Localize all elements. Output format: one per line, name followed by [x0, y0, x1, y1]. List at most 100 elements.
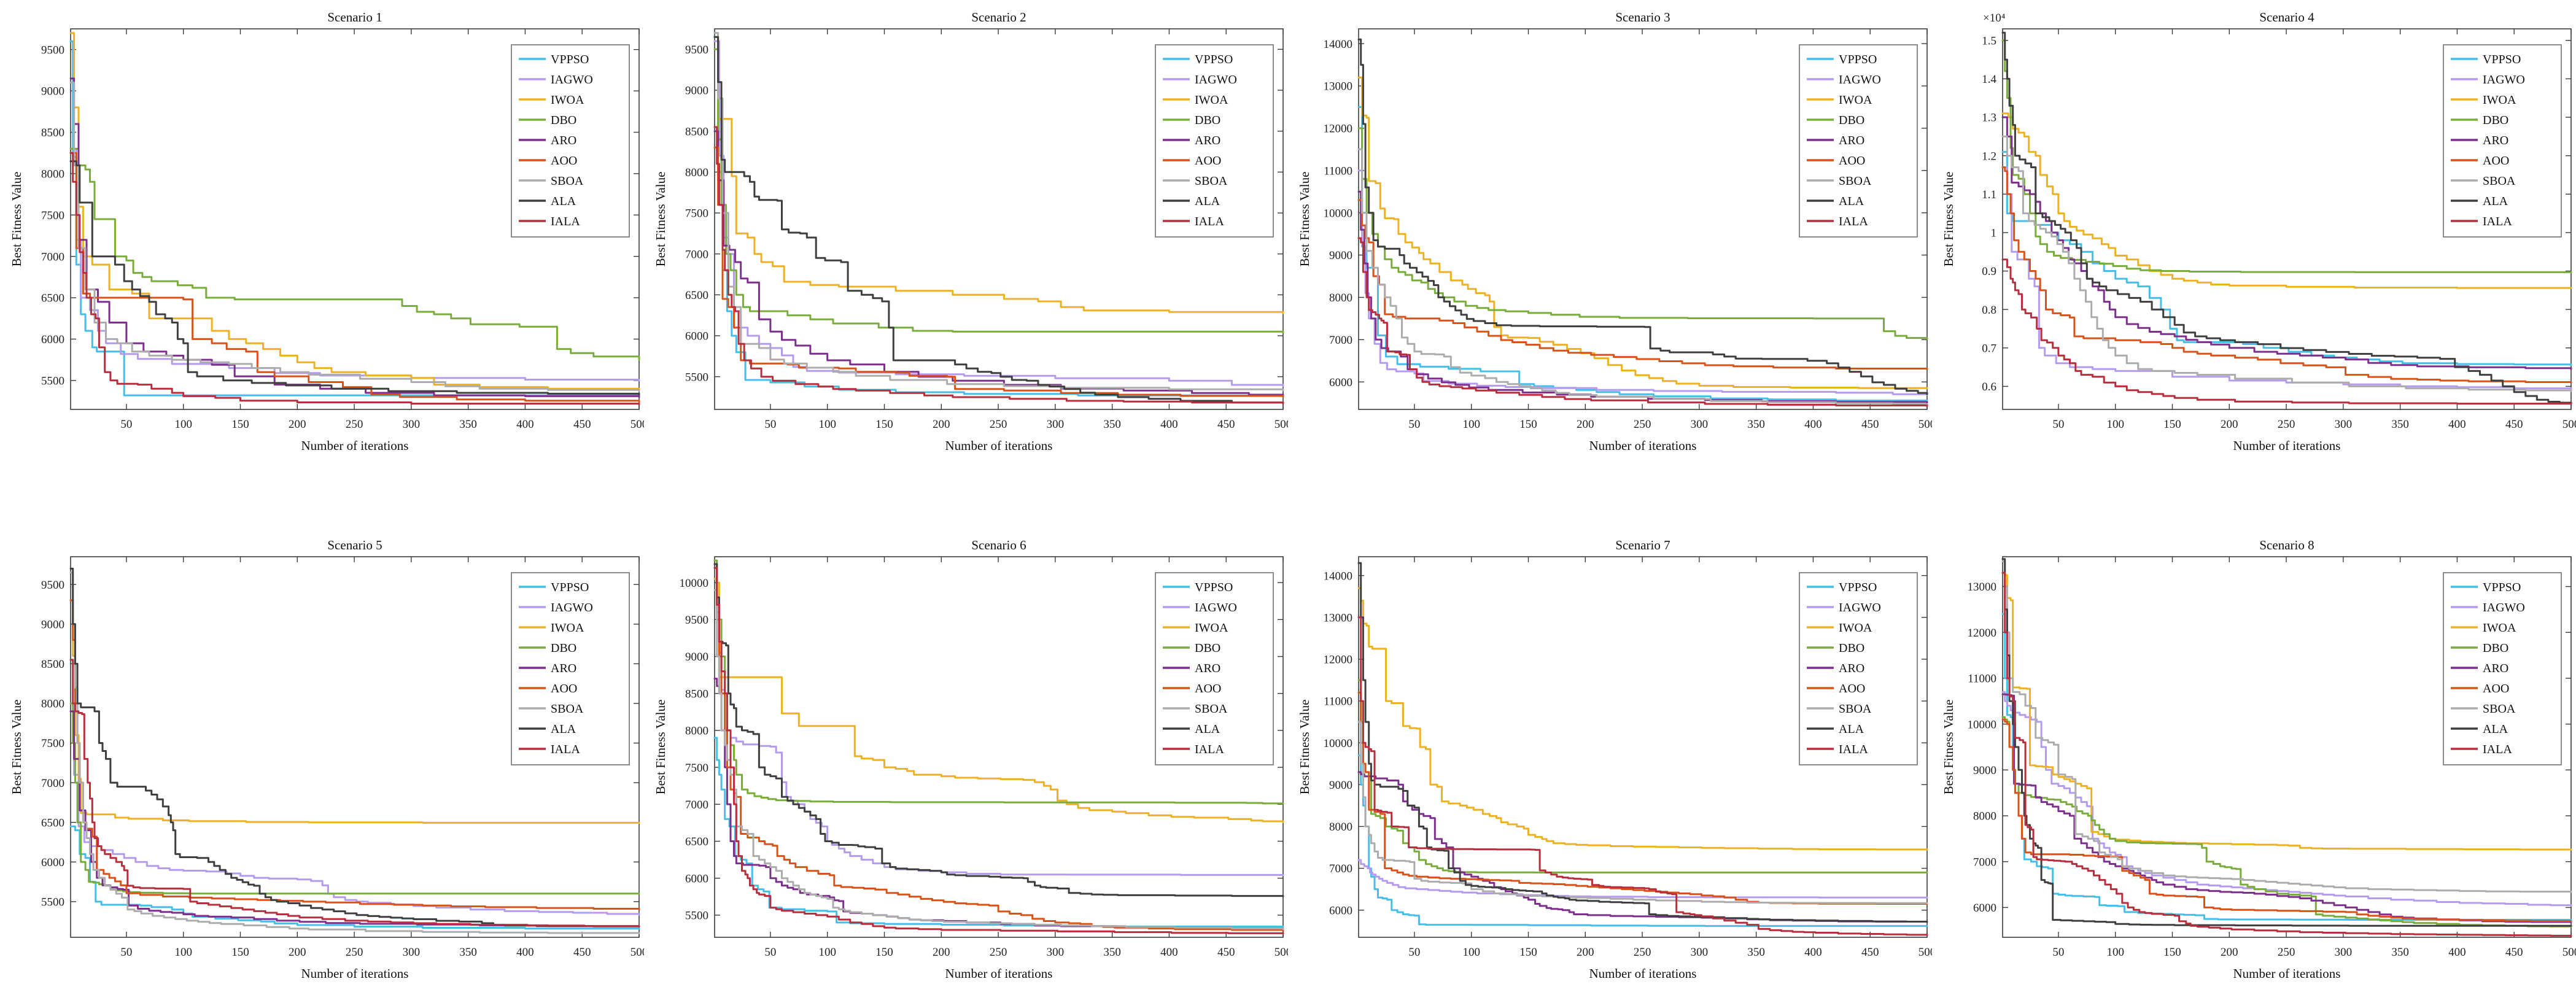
legend-label-VPPSO: VPPSO — [1839, 581, 1877, 594]
y-axis-label: Best Fitness Value — [653, 172, 668, 267]
x-tick-label: 500 — [1918, 946, 1932, 959]
y-tick-label: 12000 — [1324, 123, 1353, 136]
series-line-AOO — [69, 152, 640, 403]
legend-label-VPPSO: VPPSO — [2483, 581, 2521, 594]
series-line-VPPSO — [713, 737, 1284, 928]
x-tick-label: 400 — [1160, 418, 1178, 431]
y-tick-label: 6500 — [685, 289, 708, 302]
legend-label-VPPSO: VPPSO — [1839, 53, 1877, 66]
y-tick-label: 6000 — [41, 333, 64, 346]
x-tick-label: 250 — [1634, 418, 1651, 431]
x-tick-label: 100 — [818, 946, 836, 959]
x-tick-label: 400 — [516, 946, 534, 959]
x-tick-label: 200 — [289, 418, 306, 431]
legend-label-IWOA: IWOA — [551, 621, 584, 635]
series-line-ALA — [713, 36, 1284, 405]
subplot-scenario-4: Scenario 4 50 100 150 200 250 300 350 400 450 500 0… — [1932, 0, 2576, 467]
legend-label-ALA: ALA — [1839, 722, 1864, 736]
y-tick-label: 9000 — [1329, 249, 1352, 262]
x-tick-label: 150 — [875, 418, 893, 431]
x-tick-label: 250 — [990, 418, 1007, 431]
y-tick-label: 9000 — [685, 85, 708, 98]
x-tick-label: 400 — [1804, 946, 1822, 959]
x-tick-label: 450 — [1861, 946, 1879, 959]
chart-svg: 50 100 150 200 250 300 350 400 450 500 6000 7000 800… — [1941, 556, 2576, 981]
series-line-IALA — [1357, 616, 1928, 937]
y-tick-label: 7500 — [685, 207, 708, 220]
x-tick-label: 250 — [990, 946, 1007, 959]
series-line-IAGWO — [2001, 691, 2572, 907]
series-line-SBOA — [69, 82, 640, 392]
y-tick-label: 6000 — [685, 330, 708, 343]
y-tick-label: 11000 — [1324, 695, 1352, 708]
x-tick-label: 500 — [630, 418, 644, 431]
legend-label-IAGWO: IAGWO — [2483, 73, 2525, 87]
legend-label-IWOA: IWOA — [2483, 93, 2516, 107]
series-line-IALA — [1357, 237, 1928, 407]
y-tick-label: 10000 — [1968, 718, 1997, 731]
legend-label-DBO: DBO — [551, 641, 576, 655]
x-tick-label: 150 — [1519, 946, 1537, 959]
y-tick-label: 5500 — [685, 371, 708, 384]
plot-border — [1358, 556, 1928, 938]
series-line-IAGWO — [69, 702, 640, 916]
x-axis-label: Number of iterations — [301, 438, 409, 453]
series-line-IALA — [69, 659, 640, 927]
x-tick-label: 150 — [231, 418, 249, 431]
y-tick-label: 8500 — [41, 658, 64, 671]
plot-border — [2002, 28, 2572, 410]
legend-label-IWOA: IWOA — [1839, 93, 1872, 107]
plot-border — [70, 556, 640, 938]
y-tick-label: 7000 — [1973, 856, 1996, 869]
legend-label-ARO: ARO — [1839, 662, 1864, 675]
x-tick-label: 500 — [2562, 418, 2576, 431]
x-tick-label: 200 — [933, 946, 950, 959]
legend-label-AOO: AOO — [1839, 682, 1865, 695]
y-tick-label: 9000 — [1973, 764, 1996, 777]
legend-label-SBOA: SBOA — [2483, 174, 2516, 188]
x-tick-label: 50 — [764, 946, 776, 959]
y-tick-label: 12000 — [1324, 654, 1353, 667]
series-line-DBO — [2001, 39, 2572, 274]
x-axis-label: Number of iterations — [945, 966, 1053, 981]
legend-label-ALA: ALA — [551, 195, 576, 208]
legend-label-IWOA: IWOA — [1839, 621, 1872, 635]
series-line-ARO — [2001, 693, 2572, 923]
x-tick-label: 50 — [2052, 418, 2064, 431]
x-tick-label: 400 — [1160, 946, 1178, 959]
y-tick-label: 6000 — [685, 872, 708, 885]
legend-label-IAGWO: IAGWO — [1839, 73, 1881, 87]
x-tick-label: 100 — [174, 946, 192, 959]
y-tick-label: 8000 — [685, 725, 708, 738]
y-tick-label: 9500 — [685, 614, 708, 627]
chart-svg: 50 100 150 200 250 300 350 400 450 500 5500 6000 650… — [9, 556, 644, 981]
plot-border — [2002, 556, 2572, 938]
y-tick-label: 8000 — [1973, 810, 1996, 823]
subplot-title: Scenario 2 — [971, 10, 1026, 25]
x-tick-label: 200 — [2221, 418, 2238, 431]
chart-svg: 50 100 150 200 250 300 350 400 450 500 5500 6000 650… — [653, 28, 1288, 453]
legend-label-SBOA: SBOA — [2483, 702, 2516, 716]
series-line-VPPSO — [1357, 754, 1928, 927]
x-tick-label: 500 — [1274, 418, 1288, 431]
y-tick-label: 7000 — [41, 777, 64, 790]
legend-label-ARO: ARO — [1839, 134, 1864, 147]
y-tick-label: 11000 — [1968, 673, 1996, 686]
y-tick-label: 8000 — [41, 168, 64, 181]
y-tick-label: 8000 — [41, 698, 64, 711]
y-tick-label: 7500 — [41, 209, 64, 222]
x-tick-label: 450 — [1861, 418, 1879, 431]
legend-label-IALA: IALA — [1195, 743, 1224, 756]
x-tick-label: 100 — [2106, 946, 2124, 959]
series-line-ALA — [2001, 558, 2572, 927]
chart-svg: 50 100 150 200 250 300 350 400 450 500 0.6 0.7 0.8 0.… — [1941, 12, 2576, 453]
series-line-ALA — [1357, 38, 1928, 395]
series-line-ALA — [69, 567, 640, 928]
legend-label-ALA: ALA — [1839, 195, 1864, 208]
x-tick-label: 150 — [2163, 418, 2181, 431]
subplot-title: Scenario 4 — [2259, 10, 2314, 25]
legend-label-SBOA: SBOA — [551, 174, 584, 188]
legend-label-IAGWO: IAGWO — [2483, 601, 2525, 614]
chart-svg: 50 100 150 200 250 300 350 400 450 500 6000 7000 800… — [1297, 28, 1932, 453]
